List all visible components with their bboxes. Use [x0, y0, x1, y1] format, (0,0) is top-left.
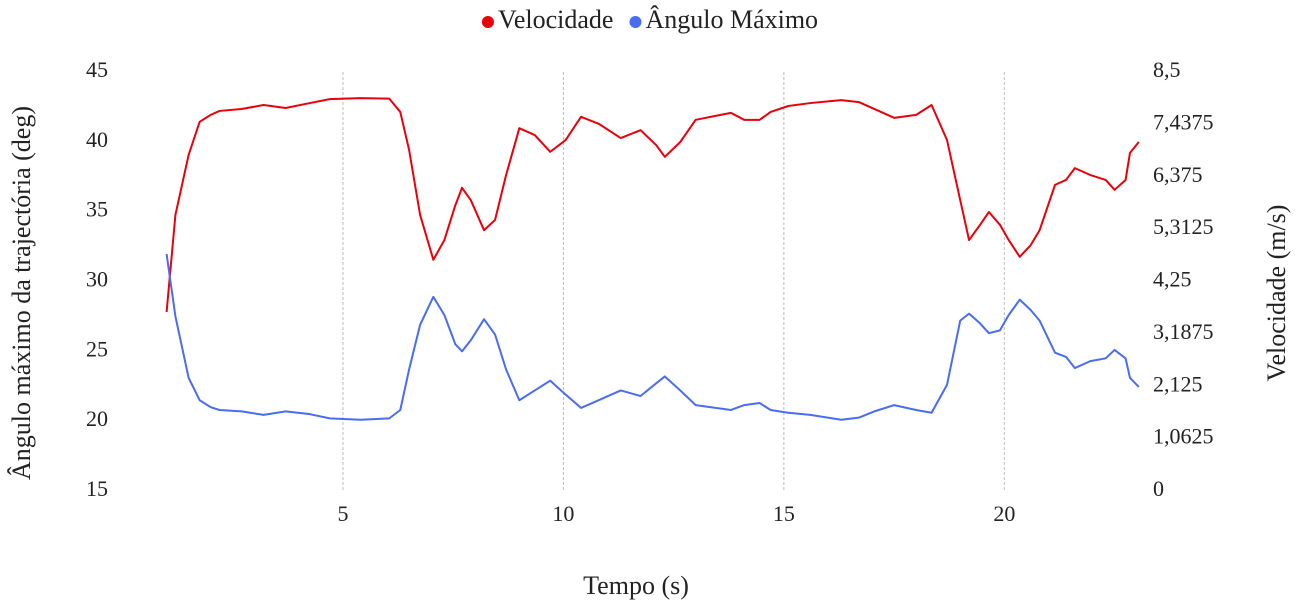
y2-tick-label: 5,3125 — [1153, 214, 1214, 239]
y-tick-label: 35 — [86, 197, 108, 222]
x-tick-label: 10 — [552, 501, 574, 526]
y-tick-label: 40 — [86, 127, 108, 152]
legend-label: Velocidade — [498, 5, 614, 34]
y2-tick-label: 3,1875 — [1153, 319, 1214, 344]
y2-tick-label: 7,4375 — [1153, 109, 1214, 134]
y-tick-label: 20 — [86, 406, 108, 431]
y2-tick-label: 8,5 — [1153, 57, 1181, 82]
y2-tick-label: 1,0625 — [1153, 424, 1214, 449]
y-axis-title: Ângulo máximo da trajectória (deg) — [7, 106, 36, 480]
y-tick-label: 25 — [86, 336, 108, 361]
legend-marker — [629, 16, 642, 28]
x-tick-label: 20 — [993, 501, 1015, 526]
y2-axis-title: Velocidade (m/s) — [1262, 205, 1291, 382]
series-line — [165, 97, 1140, 313]
x-tick-label: 15 — [773, 501, 795, 526]
y-tick-label: 15 — [86, 476, 108, 501]
y2-tick-label: 6,375 — [1153, 162, 1203, 187]
legend-marker — [481, 16, 494, 28]
legend-label: Ângulo Máximo — [645, 5, 818, 34]
x-tick-label: 5 — [337, 501, 348, 526]
series-line — [165, 253, 1140, 421]
y-tick-label: 45 — [86, 57, 108, 82]
x-axis-title: Tempo (s) — [583, 571, 689, 600]
y2-tick-label: 4,25 — [1153, 267, 1192, 292]
y-tick-label: 30 — [86, 267, 108, 292]
y2-tick-label: 2,125 — [1153, 371, 1203, 396]
y2-tick-label: 0 — [1153, 476, 1164, 501]
